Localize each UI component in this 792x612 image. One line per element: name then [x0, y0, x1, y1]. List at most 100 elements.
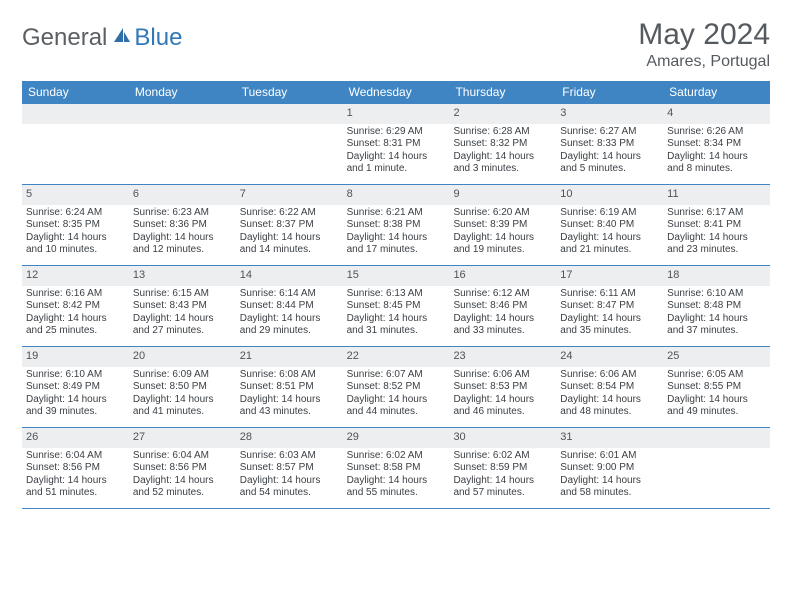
daylight-text: Daylight: 14 hours and 37 minutes. [667, 313, 766, 338]
weekday-header-row: Sunday Monday Tuesday Wednesday Thursday… [22, 81, 770, 103]
daylight-text: Daylight: 14 hours and 12 minutes. [133, 232, 232, 257]
daylight-text: Daylight: 14 hours and 49 minutes. [667, 394, 766, 419]
day-cell: 1Sunrise: 6:29 AMSunset: 8:31 PMDaylight… [343, 104, 450, 184]
day-number: 18 [663, 266, 770, 286]
day-cell: 2 Sunrise: 6:28 AMSunset: 8:32 PMDaylight… [449, 104, 556, 184]
sunset-text: Sunset: 8:58 PM [347, 462, 446, 475]
day-cell: 27Sunrise: 6:04 AMSunset: 8:56 PMDayligh… [129, 428, 236, 508]
daylight-text: Daylight: 14 hours and 27 minutes. [133, 313, 232, 338]
day-number: 31 [556, 428, 663, 448]
sunset-text: Sunset: 8:56 PM [133, 462, 232, 475]
sunset-text: Sunset: 8:32 PM [453, 138, 552, 151]
daylight-text: Daylight: 14 hours and 48 minutes. [560, 394, 659, 419]
day-details: Sunrise: 6:20 AMSunset: 8:39 PMDaylight:… [449, 205, 556, 261]
day-details: Sunrise: 6:29 AMSunset: 8:31 PMDaylight:… [343, 124, 450, 180]
day-details: Sunrise: 6:06 AMSunset: 8:54 PMDaylight:… [556, 367, 663, 423]
daylight-text: Daylight: 14 hours and 58 minutes. [560, 475, 659, 500]
logo-text-blue: Blue [134, 24, 182, 52]
day-details: Sunrise: 6:10 AMSunset: 8:49 PMDaylight:… [22, 367, 129, 423]
sunrise-text: Sunrise: 6:27 AM [560, 126, 659, 139]
day-number: 7 [236, 185, 343, 205]
weekday-header: Tuesday [236, 81, 343, 103]
day-details: Sunrise: 6:27 AMSunset: 8:33 PMDaylight:… [556, 124, 663, 180]
month-title: May 2024 [638, 18, 770, 52]
sunrise-text: Sunrise: 6:16 AM [26, 288, 125, 301]
sunrise-text: Sunrise: 6:12 AM [453, 288, 552, 301]
sunrise-text: Sunrise: 6:09 AM [133, 369, 232, 382]
daylight-text: Daylight: 14 hours and 33 minutes. [453, 313, 552, 338]
day-number: 2 [449, 104, 556, 124]
day-number: 14 [236, 266, 343, 286]
day-details: Sunrise: 6:19 AMSunset: 8:40 PMDaylight:… [556, 205, 663, 261]
week-row: 12Sunrise: 6:16 AMSunset: 8:42 PMDayligh… [22, 265, 770, 346]
logo: General Blue [22, 18, 182, 52]
sunset-text: Sunset: 8:56 PM [26, 462, 125, 475]
day-details: Sunrise: 6:10 AMSunset: 8:48 PMDaylight:… [663, 286, 770, 342]
sunrise-text: Sunrise: 6:21 AM [347, 207, 446, 220]
sunset-text: Sunset: 8:57 PM [240, 462, 339, 475]
day-details: Sunrise: 6:11 AMSunset: 8:47 PMDaylight:… [556, 286, 663, 342]
daylight-text: Daylight: 14 hours and 51 minutes. [26, 475, 125, 500]
sunrise-text: Sunrise: 6:17 AM [667, 207, 766, 220]
day-details: Sunrise: 6:14 AMSunset: 8:44 PMDaylight:… [236, 286, 343, 342]
sunrise-text: Sunrise: 6:10 AM [26, 369, 125, 382]
daylight-text: Daylight: 14 hours and 55 minutes. [347, 475, 446, 500]
weekday-header: Monday [129, 81, 236, 103]
day-cell: 31Sunrise: 6:01 AMSunset: 9:00 PMDayligh… [556, 428, 663, 508]
daylight-text: Daylight: 14 hours and 10 minutes. [26, 232, 125, 257]
day-number [663, 428, 770, 448]
day-cell: 7Sunrise: 6:22 AMSunset: 8:37 PMDaylight… [236, 185, 343, 265]
day-details: Sunrise: 6:04 AMSunset: 8:56 PMDaylight:… [22, 448, 129, 504]
sunrise-text: Sunrise: 6:05 AM [667, 369, 766, 382]
sunrise-text: Sunrise: 6:01 AM [560, 450, 659, 463]
day-cell: 12Sunrise: 6:16 AMSunset: 8:42 PMDayligh… [22, 266, 129, 346]
day-cell: 30Sunrise: 6:02 AMSunset: 8:59 PMDayligh… [449, 428, 556, 508]
day-details: Sunrise: 6:24 AMSunset: 8:35 PMDaylight:… [22, 205, 129, 261]
calendar-page: General Blue May 2024 Amares, Portugal S… [0, 0, 792, 509]
sunrise-text: Sunrise: 6:08 AM [240, 369, 339, 382]
day-number: 17 [556, 266, 663, 286]
sunset-text: Sunset: 8:50 PM [133, 381, 232, 394]
sunset-text: Sunset: 8:39 PM [453, 219, 552, 232]
daylight-text: Daylight: 14 hours and 54 minutes. [240, 475, 339, 500]
daylight-text: Daylight: 14 hours and 31 minutes. [347, 313, 446, 338]
sunrise-text: Sunrise: 6:28 AM [453, 126, 552, 139]
day-cell: 20Sunrise: 6:09 AMSunset: 8:50 PMDayligh… [129, 347, 236, 427]
day-cell: 6Sunrise: 6:23 AMSunset: 8:36 PMDaylight… [129, 185, 236, 265]
day-details: Sunrise: 6:05 AMSunset: 8:55 PMDaylight:… [663, 367, 770, 423]
day-details: Sunrise: 6:09 AMSunset: 8:50 PMDaylight:… [129, 367, 236, 423]
day-details: Sunrise: 6:23 AMSunset: 8:36 PMDaylight:… [129, 205, 236, 261]
daylight-text: Daylight: 14 hours and 3 minutes. [453, 151, 552, 176]
day-number: 12 [22, 266, 129, 286]
sunrise-text: Sunrise: 6:04 AM [133, 450, 232, 463]
week-row: 5Sunrise: 6:24 AMSunset: 8:35 PMDaylight… [22, 184, 770, 265]
day-cell: 10Sunrise: 6:19 AMSunset: 8:40 PMDayligh… [556, 185, 663, 265]
day-details: Sunrise: 6:01 AMSunset: 9:00 PMDaylight:… [556, 448, 663, 504]
day-cell: 23Sunrise: 6:06 AMSunset: 8:53 PMDayligh… [449, 347, 556, 427]
sunrise-text: Sunrise: 6:11 AM [560, 288, 659, 301]
day-number: 13 [129, 266, 236, 286]
day-number: 5 [22, 185, 129, 205]
title-group: May 2024 Amares, Portugal [638, 18, 770, 71]
day-number [22, 104, 129, 124]
day-cell: 4Sunrise: 6:26 AMSunset: 8:34 PMDaylight… [663, 104, 770, 184]
day-details: Sunrise: 6:07 AMSunset: 8:52 PMDaylight:… [343, 367, 450, 423]
weekday-header: Friday [556, 81, 663, 103]
sunrise-text: Sunrise: 6:24 AM [26, 207, 125, 220]
day-number: 26 [22, 428, 129, 448]
day-details: Sunrise: 6:03 AMSunset: 8:57 PMDaylight:… [236, 448, 343, 504]
sunset-text: Sunset: 8:48 PM [667, 300, 766, 313]
daylight-text: Daylight: 14 hours and 43 minutes. [240, 394, 339, 419]
sunrise-text: Sunrise: 6:04 AM [26, 450, 125, 463]
sunset-text: Sunset: 8:40 PM [560, 219, 659, 232]
day-details: Sunrise: 6:02 AMSunset: 8:59 PMDaylight:… [449, 448, 556, 504]
daylight-text: Daylight: 14 hours and 8 minutes. [667, 151, 766, 176]
sunset-text: Sunset: 8:43 PM [133, 300, 232, 313]
sunset-text: Sunset: 8:59 PM [453, 462, 552, 475]
sunrise-text: Sunrise: 6:13 AM [347, 288, 446, 301]
day-cell [663, 428, 770, 508]
sunset-text: Sunset: 8:47 PM [560, 300, 659, 313]
day-number: 11 [663, 185, 770, 205]
sunset-text: Sunset: 8:45 PM [347, 300, 446, 313]
day-cell [236, 104, 343, 184]
